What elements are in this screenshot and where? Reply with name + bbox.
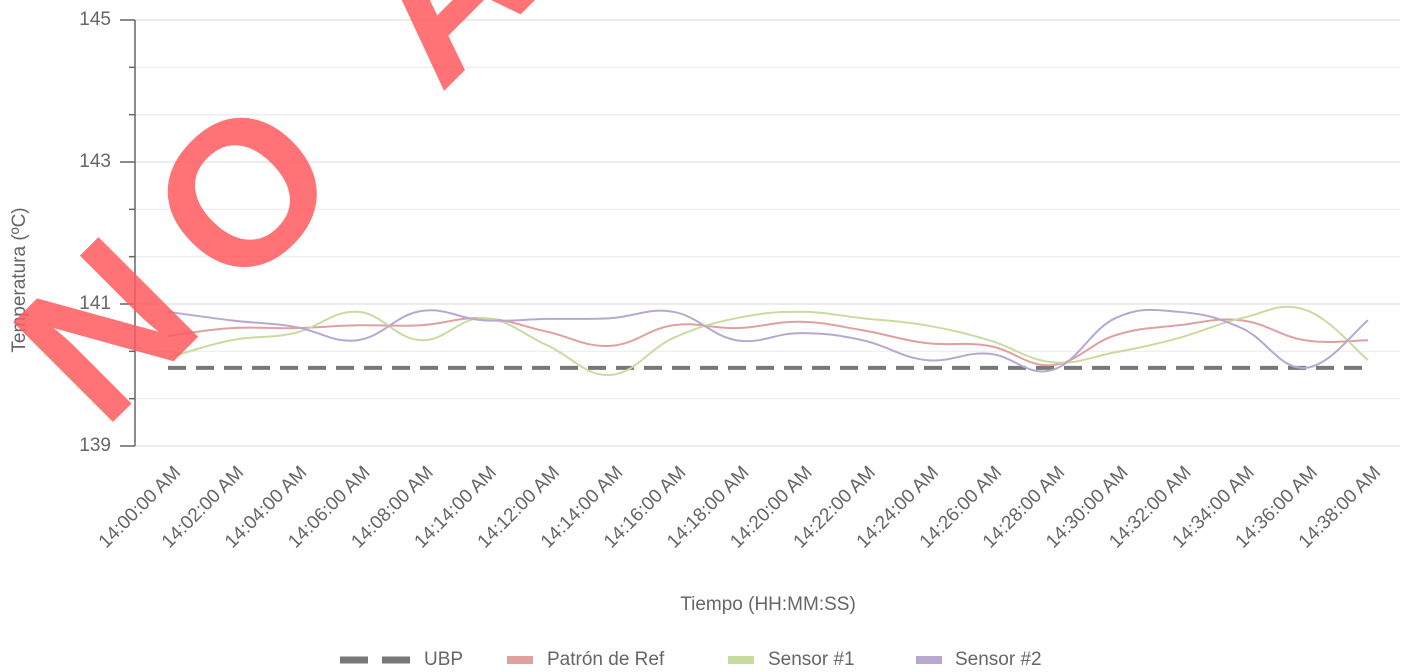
legend-swatch (916, 656, 942, 664)
watermark: NO A (0, 0, 605, 463)
series-line (167, 305, 1369, 377)
series-line (167, 317, 1369, 367)
y-tick-label: 143 (79, 151, 111, 172)
legend-label: Sensor #1 (768, 649, 855, 670)
x-axis-label: Tiempo (HH:MM:SS) (680, 594, 856, 615)
legend-label: Sensor #2 (955, 649, 1042, 670)
legend-label: UBP (424, 649, 463, 670)
y-tick-label: 141 (79, 293, 111, 314)
y-tick-label: 139 (79, 435, 111, 456)
legend-label: Patrón de Ref (547, 649, 665, 670)
y-tick-label: 145 (79, 9, 111, 30)
legend-swatch (507, 656, 533, 664)
y-axis-label: Temperatura (ºC) (9, 207, 30, 352)
legend-swatch (728, 656, 754, 664)
series-line (167, 308, 1369, 373)
